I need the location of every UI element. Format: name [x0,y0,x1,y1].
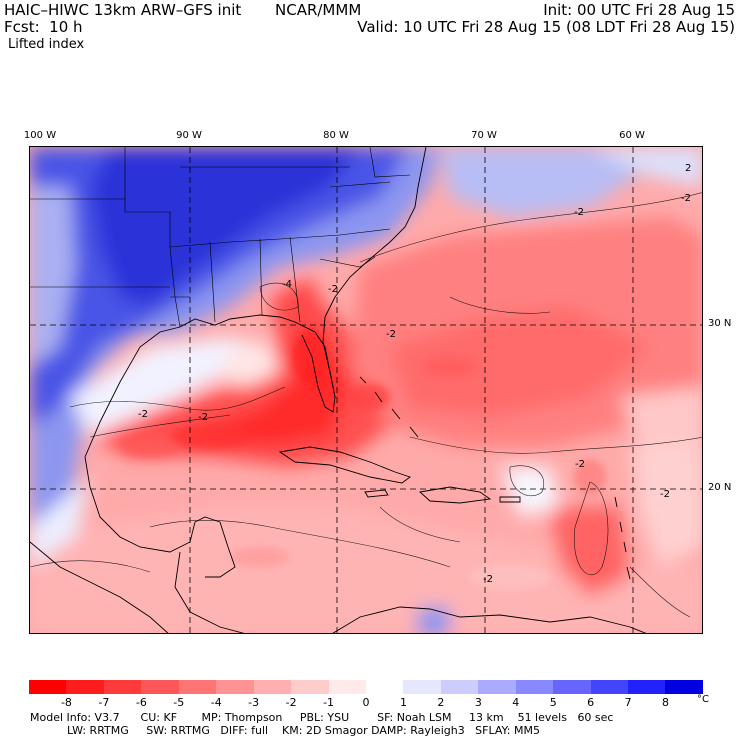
colorbar-swatch [103,680,142,694]
contour-label: -2 [483,574,493,585]
contour-label: -2 [575,459,585,470]
colorbar-tick-label: 5 [549,696,557,709]
colorbar-unit: °C [697,694,709,705]
colorbar-swatch [440,680,479,694]
colorbar-swatch [216,680,254,694]
model-title: HAIC–HIWC 13km ARW–GFS init [4,1,242,19]
lon-label-60w: 60 W [619,130,645,141]
colorbar-tick-label: 6 [587,696,595,709]
colorbar-tick-label: 0 [362,696,370,709]
model-info-line-2: LW: RRTMG SW: RRTMG DIFF: full KM: 2D Sm… [67,724,540,737]
model-info-line-1: Model Info: V3.7 CU: KF MP: Thompson PBL… [30,711,614,724]
lifted-index-map: -2 -2 -2 -2 -2 -2 -2 -4 -2 2 -2 [29,146,703,634]
field-detail [120,329,606,589]
colorbar-swatch [365,680,404,694]
colorbar-tick-label: 7 [624,696,632,709]
colorbar-swatch [66,680,104,694]
colorbar-tick-label: -1 [323,696,335,709]
valid-time: Valid: 10 UTC Fri 28 Aug 15 (08 LDT Fri … [357,18,735,36]
contour-label: -2 [198,412,208,423]
colorbar-tick-label: -4 [210,696,222,709]
contours [30,192,702,618]
contour-label: -2 [660,489,670,500]
colorbar-tick-label: 3 [474,696,482,709]
map-canvas: -2 -2 -2 -2 -2 -2 -2 -4 -2 2 -2 [30,147,702,633]
contour-label: -2 [681,193,691,204]
colorbar-tick-label: -5 [173,696,185,709]
colorbar-swatch [291,680,329,694]
colorbar-swatch [515,680,554,694]
colorbar [29,680,703,694]
lon-label-70w: 70 W [471,130,497,141]
colorbar-tick-label: -7 [98,696,110,709]
init-time: Init: 00 UTC Fri 28 Aug 15 [543,1,735,19]
colorbar-swatch [590,680,628,694]
contour-label: 2 [685,163,691,174]
colorbar-tick-label: -8 [60,696,72,709]
colorbar-tick-label: -3 [248,696,260,709]
colorbar-swatch [403,680,441,694]
coastlines [30,147,647,633]
colorbar-swatch [178,680,217,694]
forecast-hour: Fcst: 10 h [4,18,83,36]
contour-labels: -2 -2 -2 -2 -2 -2 -2 -4 -2 2 -2 [138,163,691,585]
colorbar-swatch [29,680,67,694]
lat-label-30n: 30 N [708,318,732,329]
lon-label-100w: 100 W [23,130,57,141]
colorbar-swatch [665,680,703,694]
lat-lon-grid [30,147,702,633]
contour-label: -2 [328,284,338,295]
field-name: Lifted index [8,37,85,52]
state-borders [30,147,411,328]
colorbar-swatch [253,680,292,694]
colorbar-tick-label: -6 [135,696,147,709]
lon-label-80w: 80 W [323,130,349,141]
contour-label: -2 [386,329,396,340]
colorbar-swatch [553,680,591,694]
lon-label-90w: 90 W [176,130,202,141]
colorbar-tick-label: 1 [399,696,407,709]
colorbar-tick-label: 4 [512,696,520,709]
colorbar-swatch [141,680,179,694]
colorbar-swatch [328,680,366,694]
contour-label: -2 [138,409,148,420]
colorbar-tick-label: 8 [662,696,670,709]
colorbar-tick-label: 2 [437,696,445,709]
organization: NCAR/MMM [275,1,362,19]
colorbar-tick-label: -2 [285,696,297,709]
lat-label-20n: 20 N [708,482,732,493]
colorbar-swatch [628,680,666,694]
contour-label: -2 [574,207,584,218]
colorbar-swatch [478,680,516,694]
contour-label: -4 [282,279,292,290]
